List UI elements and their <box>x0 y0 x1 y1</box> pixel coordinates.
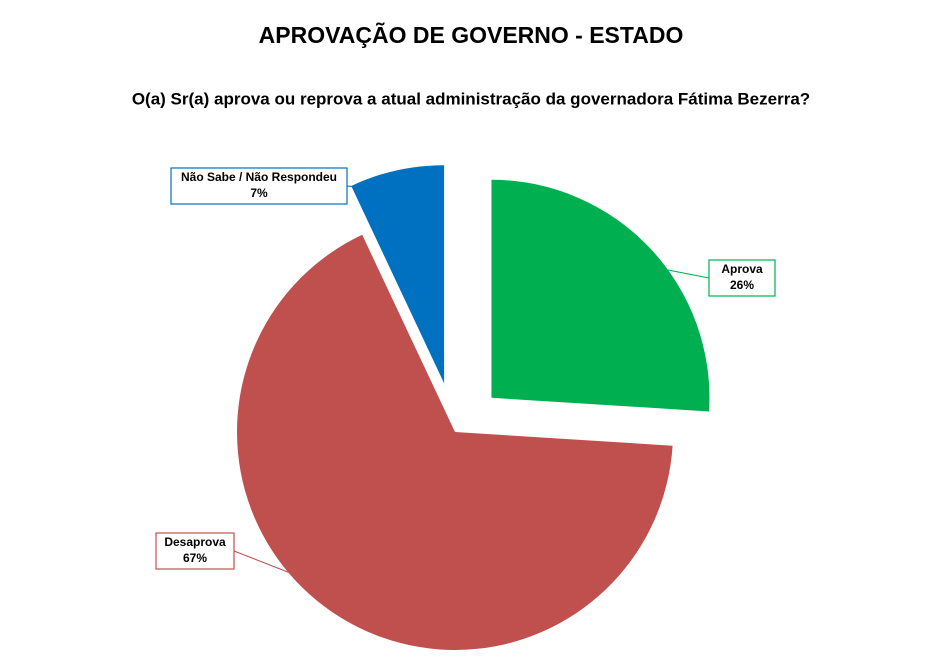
label-box <box>708 259 776 297</box>
slice-value-label: 26% <box>730 278 754 292</box>
leader-line <box>233 550 345 595</box>
pie-slice <box>491 179 710 412</box>
leader-line <box>634 262 710 279</box>
chart-subtitle: O(a) Sr(a) aprova ou reprova a atual adm… <box>132 89 810 108</box>
slice-value-label: 7% <box>250 186 268 200</box>
slice-value-label: 67% <box>183 551 207 565</box>
label-box <box>170 167 348 205</box>
pie-slice <box>236 234 673 651</box>
leader-line <box>346 185 402 193</box>
slice-label: Desaprova <box>164 535 226 549</box>
label-box <box>155 532 235 570</box>
chart-title: APROVAÇÃO DE GOVERNO - ESTADO <box>259 21 684 48</box>
pie-slice <box>351 165 445 384</box>
slice-label: Aprova <box>721 262 763 276</box>
slice-label: Não Sabe / Não Respondeu <box>181 170 337 184</box>
